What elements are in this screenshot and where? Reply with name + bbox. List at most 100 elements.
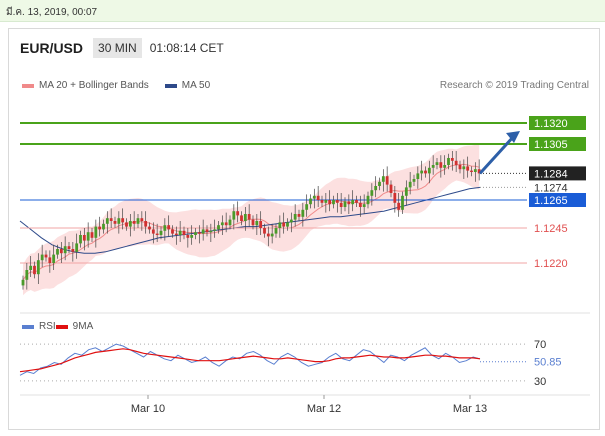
candle-body xyxy=(190,235,194,238)
candle-body xyxy=(171,229,174,234)
rsi-ma-legend-label: 9MA xyxy=(72,321,94,332)
candle-body xyxy=(194,232,197,235)
x-tick-label: Mar 10 xyxy=(131,403,165,415)
ma50-swatch xyxy=(164,83,177,88)
candle-body xyxy=(393,193,397,203)
candle-body xyxy=(439,162,443,168)
candle-body xyxy=(389,184,393,193)
candle-body xyxy=(136,218,140,224)
candle-body xyxy=(454,160,458,165)
candle-body xyxy=(385,176,389,185)
top-bar: มี.ค. 13, 2019, 00:07 xyxy=(0,0,605,22)
candle-body xyxy=(259,221,263,228)
candle-body xyxy=(132,221,136,224)
candle-body xyxy=(309,198,312,205)
rsi-level-label-30: 30 xyxy=(534,376,546,388)
research-credit: Research © 2019 Trading Central xyxy=(439,80,589,91)
candle-body xyxy=(125,222,128,227)
candle-body xyxy=(117,218,121,224)
candle-body xyxy=(79,235,82,244)
rsi-legend: RSI 9MA xyxy=(22,321,93,332)
candle-body xyxy=(297,214,301,217)
candle-body xyxy=(247,214,251,220)
x-tick-label: Mar 13 xyxy=(453,403,487,415)
candle-body xyxy=(255,221,259,226)
candle-body xyxy=(48,257,52,263)
ma20-swatch xyxy=(22,83,34,88)
candle-body xyxy=(420,170,424,174)
candle-body xyxy=(435,162,439,165)
candle-body xyxy=(401,195,404,210)
candle-body xyxy=(312,195,316,199)
ma20-legend-label: MA 20 + Bollinger Bands xyxy=(39,80,149,91)
candle-body xyxy=(443,165,447,168)
candle-body xyxy=(335,200,339,203)
candle-body xyxy=(424,170,427,174)
candle-body xyxy=(362,204,366,207)
chart-header: EUR/USD 30 MIN 01:08:14 CET xyxy=(20,38,224,58)
candle-body xyxy=(370,190,374,196)
candle-body xyxy=(477,169,481,174)
candle-body xyxy=(301,209,305,217)
candle-body xyxy=(408,181,412,188)
x-tick-label: Mar 12 xyxy=(307,403,341,415)
candle-body xyxy=(102,223,105,230)
candle-body xyxy=(98,226,102,230)
candle-body xyxy=(427,167,431,174)
candle-body xyxy=(412,179,416,182)
candle-body xyxy=(374,186,378,191)
candle-body xyxy=(52,254,56,263)
candle-body xyxy=(197,232,201,234)
candle-body xyxy=(109,218,113,221)
candle-body xyxy=(274,228,278,234)
candle-body xyxy=(343,201,347,207)
candle-body xyxy=(450,158,454,161)
bollinger-band xyxy=(23,144,480,296)
candle-body xyxy=(59,249,63,254)
level-label-1.1265: 1.1265 xyxy=(534,195,568,207)
level-tag-1.1265 xyxy=(529,193,586,207)
candle-body xyxy=(332,200,335,205)
candle-body xyxy=(155,233,159,235)
candle-body xyxy=(217,225,220,230)
candle-body xyxy=(86,232,90,241)
candle-body xyxy=(167,225,171,230)
rsi-level-label-70: 70 xyxy=(534,339,546,351)
candle-body xyxy=(358,202,362,207)
candle-body xyxy=(378,181,381,186)
candle-body xyxy=(282,222,286,227)
candle-body xyxy=(236,211,240,216)
candle-body xyxy=(94,226,98,238)
candle-body xyxy=(75,243,79,252)
candle-body xyxy=(431,165,435,168)
clock-label: 01:08:14 CET xyxy=(149,41,224,55)
candle-body xyxy=(366,195,370,205)
candle-body xyxy=(473,169,477,172)
candle-body xyxy=(82,235,86,241)
candle-body xyxy=(21,279,25,286)
candle-body xyxy=(159,230,163,235)
candle-body xyxy=(220,222,224,226)
candle-body xyxy=(447,158,450,165)
candle-body xyxy=(240,215,243,221)
candle-body xyxy=(63,246,67,254)
level-tag-1.1320 xyxy=(529,116,586,130)
candle-body xyxy=(205,229,209,233)
candle-body xyxy=(470,170,473,172)
candle-body xyxy=(67,246,71,249)
candle-body xyxy=(397,202,401,210)
candle-body xyxy=(144,221,148,227)
ma50-legend-label: MA 50 xyxy=(181,80,211,91)
candle-body xyxy=(113,221,117,224)
candle-body xyxy=(224,222,228,226)
candle-body xyxy=(355,200,358,203)
candle-body xyxy=(105,218,109,224)
rsi-swatch xyxy=(22,324,34,329)
candle-body xyxy=(305,204,309,210)
candle-body xyxy=(347,201,351,205)
candle-body xyxy=(178,230,182,235)
timeframe-button[interactable]: 30 MIN xyxy=(93,38,142,58)
candle-body xyxy=(182,230,186,235)
forecast-arrow-head xyxy=(506,131,520,143)
candle-body xyxy=(228,219,232,226)
